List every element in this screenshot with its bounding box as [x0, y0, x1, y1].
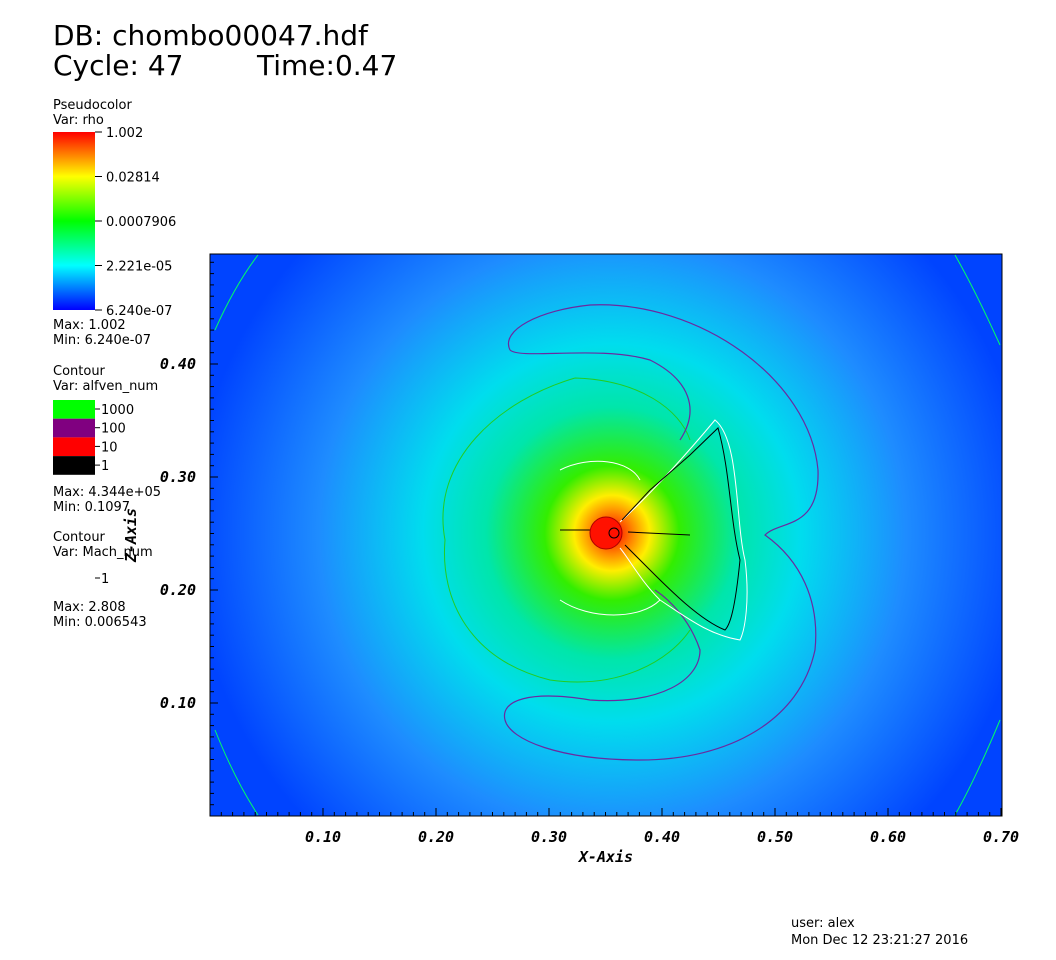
y-axis-title: Z-Axis: [122, 508, 140, 563]
legend-var: Var: rho: [53, 113, 104, 128]
legend-label: 0.02814: [106, 171, 160, 186]
db-name: DB: chombo00047.hdf: [53, 19, 369, 52]
time: Time:0.47: [256, 49, 397, 82]
y-tick-label: 0.40: [160, 355, 196, 373]
y-tick-label: 0.10: [160, 694, 196, 712]
legend-var: Var: Mach_num: [53, 545, 153, 560]
legend-label: 10: [101, 440, 118, 455]
contour-line: [214, 254, 1001, 816]
plot-area: [210, 254, 1002, 816]
x-tick-label: 0.60: [870, 828, 906, 846]
legend-label: 6.240e-07: [106, 304, 172, 319]
legend-label: 2.221e-05: [106, 260, 172, 275]
legend-title: Contour: [53, 530, 106, 545]
x-tick-label: 0.20: [418, 828, 454, 846]
legend-label: 1.002: [106, 126, 143, 141]
legend-label: 0.0007906: [106, 215, 176, 230]
legend-label: 100: [101, 422, 126, 437]
cycle: Cycle: 47: [53, 49, 183, 82]
legend-title: Contour: [53, 364, 106, 379]
legend-swatch: [53, 437, 95, 457]
legend-label: 1: [101, 459, 109, 474]
legend-title: Pseudocolor: [53, 98, 132, 113]
core: [589, 516, 623, 550]
x-tick-label: 0.70: [983, 828, 1019, 846]
legend-label: 1: [101, 572, 109, 587]
x-tick-label: 0.50: [757, 828, 793, 846]
legend-swatch: [53, 418, 95, 438]
legend-max: Max: 4.344e+05: [53, 485, 161, 500]
legend-min: Min: 6.240e-07: [53, 333, 151, 348]
color-bar: [53, 132, 95, 310]
legend-max: Max: 1.002: [53, 318, 126, 333]
legend-min: Min: 0.1097: [53, 500, 130, 515]
contour-line: [559, 419, 748, 641]
contour-line: [608, 527, 620, 539]
x-tick-label: 0.10: [305, 828, 341, 846]
user: user: alex: [791, 916, 855, 931]
legend-var: Var: alfven_num: [53, 379, 158, 394]
legend-swatch: [53, 400, 95, 419]
legend-max: Max: 2.808: [53, 600, 126, 615]
y-tick-label: 0.20: [160, 581, 196, 599]
date: Mon Dec 12 23:21:27 2016: [791, 933, 968, 948]
legend-swatch: [53, 456, 95, 475]
x-tick-label: 0.40: [644, 828, 680, 846]
x-axis-title: X-Axis: [577, 848, 633, 866]
legend-label: 1000: [101, 403, 134, 418]
legend-min: Min: 0.006543: [53, 615, 147, 630]
y-tick-label: 0.30: [160, 468, 196, 486]
contour-line: [503, 304, 819, 761]
x-tick-label: 0.30: [531, 828, 567, 846]
